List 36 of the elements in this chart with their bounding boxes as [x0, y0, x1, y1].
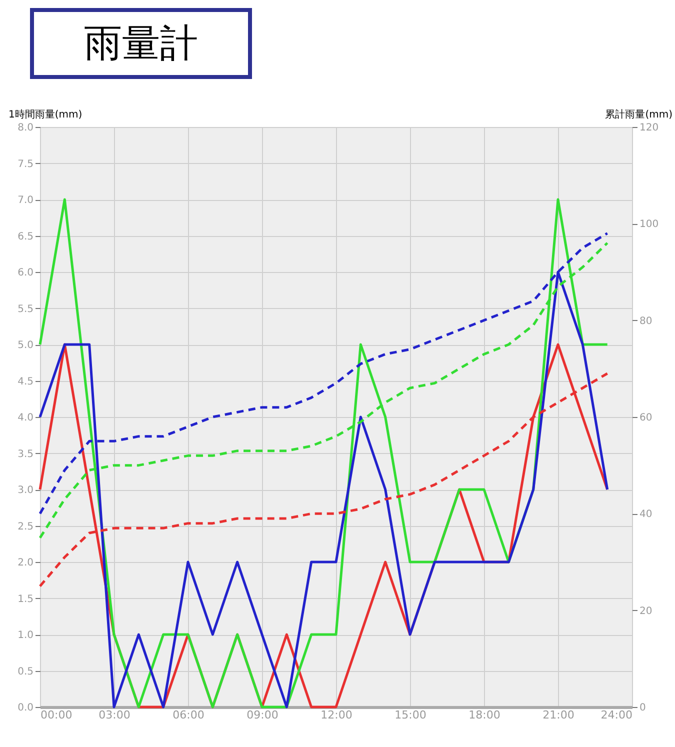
x-tick-label: 09:00	[246, 708, 278, 722]
y-tick-label: 4.5	[18, 376, 34, 388]
y2-tick-label: 60	[640, 412, 652, 424]
y-tick-label: 6.0	[18, 268, 34, 278]
y2-tick-label: 40	[640, 509, 652, 520]
x-tick-label: 18:00	[468, 708, 500, 722]
y-tick-label: 7.0	[18, 195, 34, 206]
y-tick-label: 3.5	[18, 448, 34, 460]
y-tick-label: 5.0	[18, 340, 34, 351]
x-tick-label: 06:00	[172, 708, 204, 722]
x-tick-label: 12:00	[320, 708, 352, 722]
y-tick-label: 8.0	[18, 122, 34, 134]
y-tick-label: 3.0	[18, 485, 34, 496]
y-tick-label: 1.0	[18, 630, 34, 641]
y-axis-title: 1時間雨量(mm)	[8, 108, 82, 120]
y-tick-label: 4.0	[18, 412, 34, 424]
y2-tick-label: 0	[640, 702, 646, 714]
y2-tick-label: 20	[640, 606, 652, 617]
y-tick-label: 0.5	[18, 666, 34, 678]
y2-tick-label: 120	[640, 122, 659, 134]
x-tick-label: 15:00	[394, 708, 426, 722]
x-tick-label: 24:00	[600, 708, 632, 722]
y2-tick-label: 80	[640, 316, 652, 327]
y-tick-label: 1.5	[18, 594, 34, 605]
x-tick-label: 21:00	[542, 708, 574, 722]
y-tick-label: 6.5	[18, 231, 34, 242]
x-tick-label: 03:00	[98, 708, 130, 722]
y-tick-label: 2.5	[18, 521, 34, 532]
y-tick-label: 5.5	[18, 304, 34, 315]
x-tick-label: 00:00	[40, 708, 72, 722]
y2-tick-label: 100	[640, 219, 659, 230]
y-tick-label: 7.5	[18, 158, 34, 170]
y-tick-label: 2.0	[18, 558, 34, 568]
chart-title: 雨量計	[30, 8, 252, 79]
y2-axis-title: 累計雨量(mm)	[605, 108, 673, 120]
y-tick-label: 0.0	[18, 702, 34, 714]
